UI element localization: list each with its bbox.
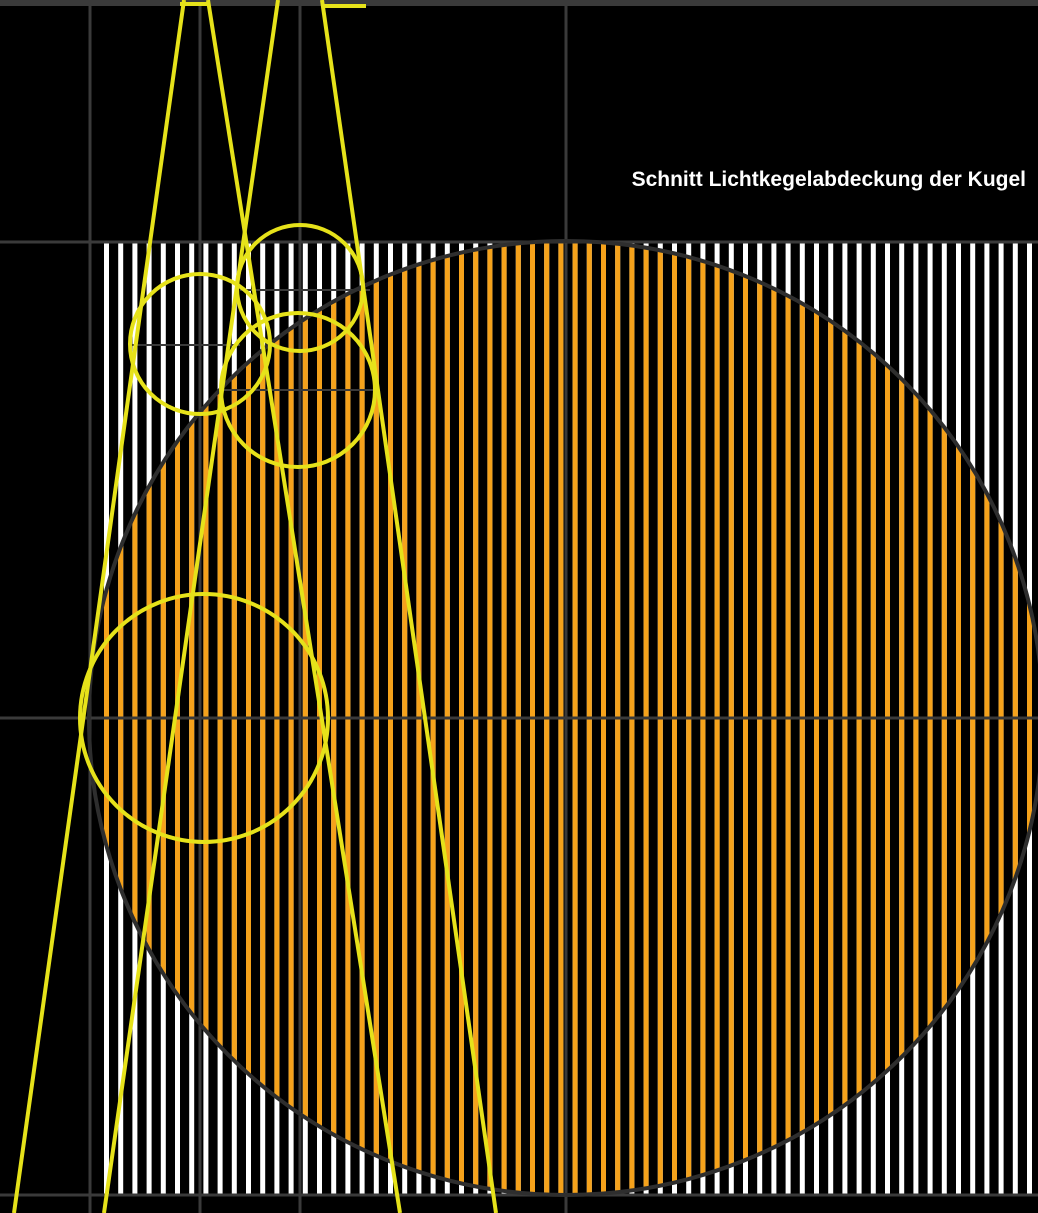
light-beam-line — [102, 0, 280, 1213]
light-beam-line — [12, 0, 186, 1213]
diagram-title: Schnitt Lichtkegelabdeckung der Kugel — [632, 168, 1026, 191]
light-cone-circle — [235, 223, 365, 353]
light-cone-lines — [12, 0, 498, 1213]
light-cone-circle — [78, 592, 330, 844]
light-cone-cross-sections — [78, 223, 377, 844]
sphere-outline — [87, 239, 1038, 1197]
light-beam-line — [206, 0, 402, 1213]
light-cone-circle — [219, 311, 377, 469]
light-beam-line — [320, 0, 498, 1213]
top-frame-line — [0, 0, 1038, 6]
